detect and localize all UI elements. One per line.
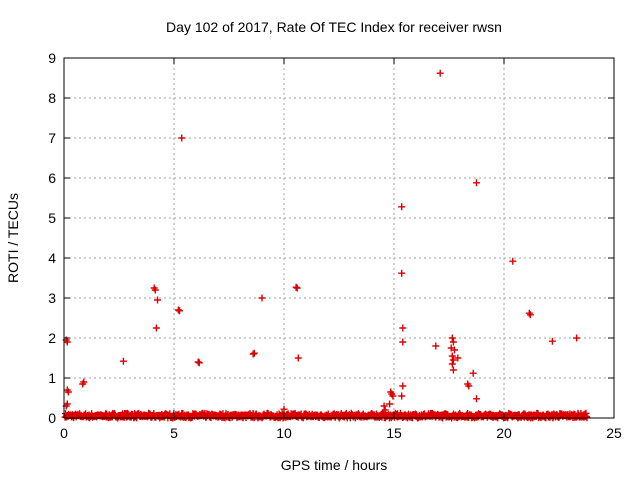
y-tick-label: 2 <box>48 330 56 346</box>
data-point <box>454 354 462 362</box>
data-point <box>573 334 581 342</box>
data-point <box>294 354 302 362</box>
data-point <box>280 405 288 413</box>
data-point <box>250 349 258 357</box>
data-point <box>151 286 159 294</box>
x-tick-label: 10 <box>276 425 292 441</box>
data-point <box>526 311 534 319</box>
x-tick-label: 5 <box>170 425 178 441</box>
data-point <box>258 294 266 302</box>
data-point <box>436 69 444 77</box>
y-tick-label: 0 <box>48 410 56 426</box>
data-point <box>63 338 71 346</box>
data-point <box>449 366 457 374</box>
data-point <box>195 359 203 367</box>
data-point <box>152 324 160 332</box>
data-point <box>448 360 456 368</box>
data-point <box>79 380 87 388</box>
data-point <box>398 269 406 277</box>
data-point <box>449 356 457 364</box>
data-point <box>292 283 300 291</box>
data-point <box>249 350 257 358</box>
data-point <box>64 388 72 396</box>
y-tick-label: 1 <box>48 370 56 386</box>
axis-ticks: 0 5 10 15 20 25 0 1 2 3 4 5 6 7 8 9 <box>48 50 622 441</box>
data-point <box>398 203 406 211</box>
data-point <box>432 342 440 350</box>
data-point <box>473 395 480 403</box>
x-tick-label: 0 <box>60 425 68 441</box>
data-point <box>381 406 389 414</box>
data-point <box>380 402 388 410</box>
data-point <box>448 352 456 360</box>
data-point <box>548 337 556 345</box>
data-point <box>451 346 458 354</box>
y-tick-label: 9 <box>48 50 56 66</box>
data-point <box>399 382 407 390</box>
chart-title: Day 102 of 2017, Rate Of TEC Index for r… <box>166 19 502 35</box>
grid-lines <box>64 58 614 418</box>
data-point <box>154 296 161 304</box>
x-tick-label: 25 <box>606 425 622 441</box>
data-point <box>398 392 406 400</box>
data-point <box>389 392 397 400</box>
data-point <box>469 369 477 377</box>
data-point <box>293 284 301 292</box>
y-tick-label: 4 <box>48 250 56 266</box>
y-tick-label: 6 <box>48 170 56 186</box>
data-point <box>399 338 407 346</box>
data-points <box>61 69 591 422</box>
y-tick-label: 5 <box>48 210 56 226</box>
x-tick-label: 15 <box>386 425 402 441</box>
x-tick-label: 20 <box>496 425 512 441</box>
y-tick-label: 7 <box>48 130 56 146</box>
data-point <box>465 382 473 390</box>
data-point <box>449 338 457 346</box>
data-point <box>525 309 533 317</box>
data-point <box>473 179 480 187</box>
data-point <box>176 307 183 315</box>
data-point <box>399 324 407 332</box>
y-tick-label: 8 <box>48 90 56 106</box>
data-point <box>178 134 186 142</box>
data-point <box>194 358 202 366</box>
data-point <box>174 306 182 314</box>
plot-frame <box>63 57 615 419</box>
y-tick-label: 3 <box>48 290 56 306</box>
x-axis-label: GPS time / hours <box>281 457 388 473</box>
data-point <box>386 400 394 408</box>
data-point <box>448 334 456 342</box>
data-point <box>119 357 127 365</box>
y-axis-label: ROTI / TECUs <box>5 193 21 283</box>
data-point <box>509 257 517 265</box>
